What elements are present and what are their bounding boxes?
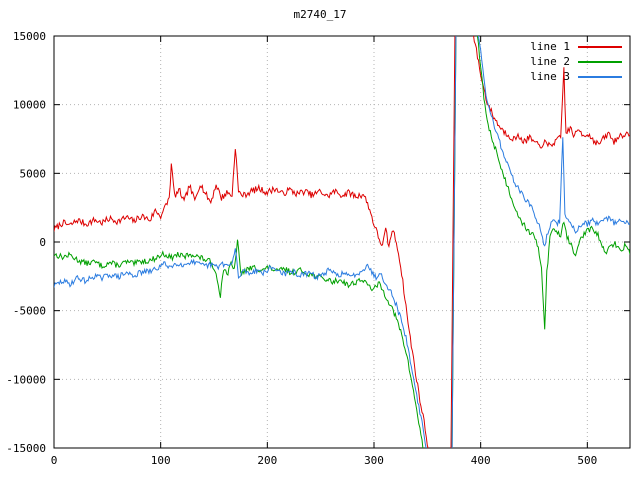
svg-text:0: 0 [51,454,58,467]
svg-text:-5000: -5000 [13,305,46,318]
legend-line-sample [578,75,622,78]
legend-item-line-1: line 1 [530,39,622,54]
svg-text:15000: 15000 [13,30,46,43]
legend-line-sample [578,60,622,63]
svg-text:-10000: -10000 [6,373,46,386]
legend-item-line-2: line 2 [530,54,622,69]
svg-text:500: 500 [577,454,597,467]
svg-text:10000: 10000 [13,99,46,112]
svg-text:300: 300 [364,454,384,467]
svg-text:400: 400 [471,454,491,467]
svg-text:100: 100 [151,454,171,467]
svg-text:-15000: -15000 [6,442,46,455]
legend-label: line 2 [530,55,570,68]
svg-text:0: 0 [39,236,46,249]
svg-text:5000: 5000 [20,167,47,180]
legend-item-line-3: line 3 [530,69,622,84]
svg-text:200: 200 [257,454,277,467]
legend-label: line 3 [530,70,570,83]
legend-label: line 1 [530,40,570,53]
legend-line-sample [578,45,622,48]
chart-title: m2740_17 [293,8,347,21]
legend: line 1 line 2 line 3 [530,39,622,84]
